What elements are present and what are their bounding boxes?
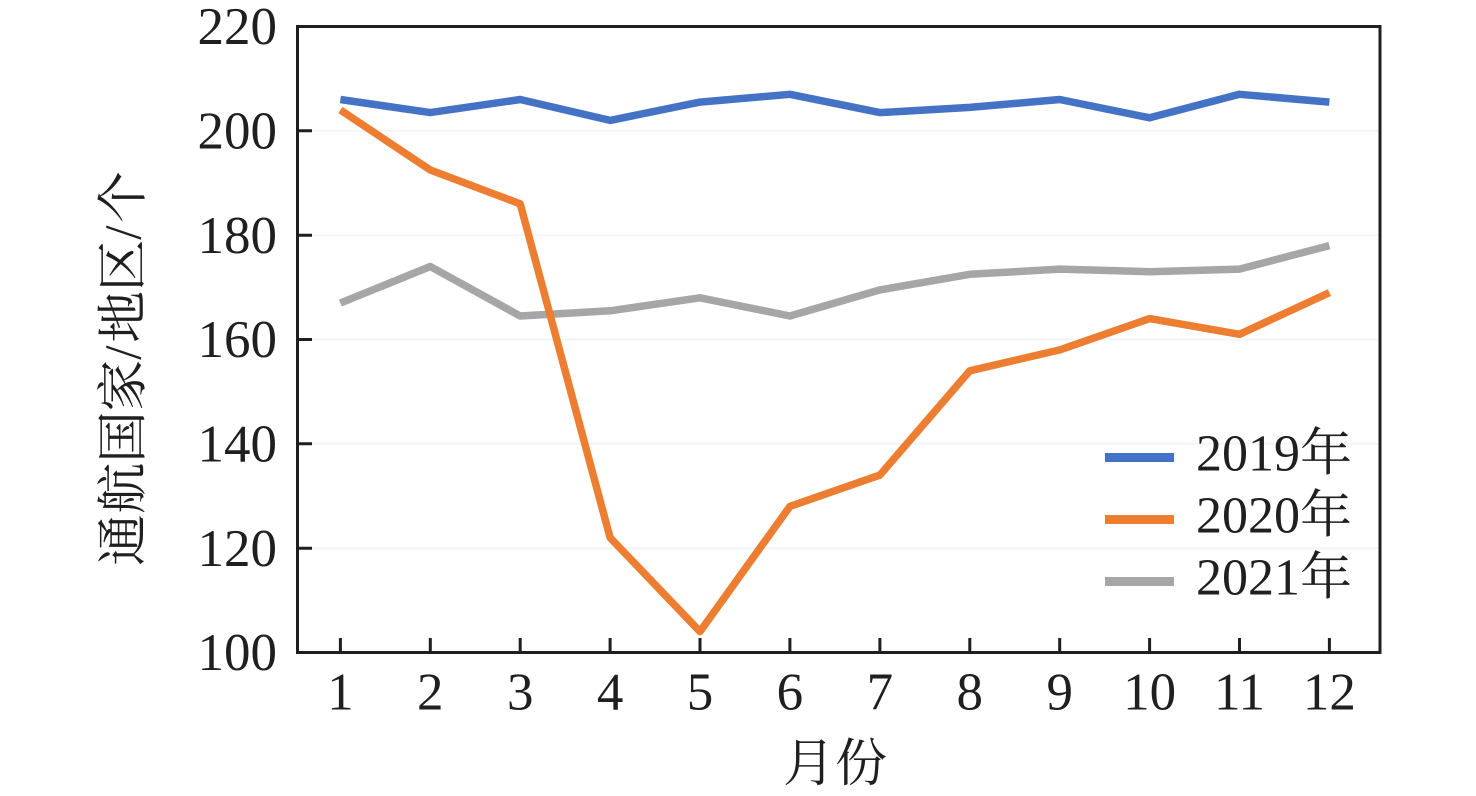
svg-text:160: 160: [198, 311, 278, 369]
svg-text:2019: 2019: [1196, 426, 1300, 483]
svg-text:12: 12: [1303, 664, 1356, 722]
svg-text:2: 2: [417, 664, 444, 722]
svg-text:9: 9: [1046, 664, 1073, 722]
svg-text:2020: 2020: [1196, 488, 1300, 545]
svg-text:/: /: [96, 225, 153, 240]
svg-text:8: 8: [957, 664, 984, 722]
svg-text:100: 100: [198, 624, 278, 682]
svg-text:10: 10: [1123, 664, 1176, 722]
svg-text:180: 180: [198, 207, 278, 265]
svg-text:/: /: [96, 345, 153, 360]
svg-text:6: 6: [777, 664, 804, 722]
svg-text:140: 140: [198, 415, 278, 473]
svg-text:120: 120: [198, 520, 278, 578]
svg-text:1: 1: [327, 664, 354, 722]
svg-text:220: 220: [198, 0, 278, 56]
svg-text:3: 3: [507, 664, 534, 722]
svg-text:11: 11: [1214, 664, 1265, 722]
svg-text:2021: 2021: [1196, 550, 1300, 607]
svg-text:5: 5: [687, 664, 714, 722]
svg-text:7: 7: [867, 664, 894, 722]
svg-text:4: 4: [597, 664, 624, 722]
svg-text:200: 200: [198, 102, 278, 160]
